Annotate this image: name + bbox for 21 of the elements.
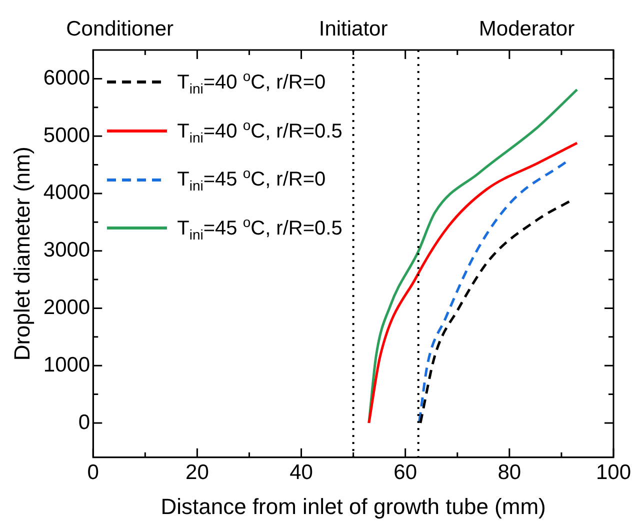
text: Moderator — [478, 17, 575, 40]
x-axis-title: Distance from inlet of growth tube (mm) — [160, 494, 546, 519]
x-tick-label: 20 — [186, 460, 209, 484]
x-tick-label: 40 — [290, 460, 313, 484]
x-tick-label: 100 — [596, 460, 632, 484]
y-tick-label: 6000 — [43, 66, 90, 90]
y-tick-label: 1000 — [43, 353, 90, 376]
text: Initiator — [318, 17, 388, 40]
y-tick-label: 2000 — [43, 296, 90, 320]
y-tick-label: 4000 — [43, 181, 90, 204]
text: Conditioner — [66, 17, 174, 40]
y-tick-label: 0 — [78, 410, 90, 434]
legend-label: T$_{ini}$=40 $^{o}$C, r/R=0.5 — [177, 116, 342, 148]
legend-label: T$_{ini}$=45 $^{o}$C, r/R=0 — [177, 164, 326, 196]
x-tick-label: 60 — [394, 460, 418, 484]
x-tick-label: 80 — [498, 460, 522, 484]
legend-label: T$_{ini}$=45 $^{o}$C, r/R=0.5 — [177, 212, 342, 245]
y-tick-label: 3000 — [43, 238, 90, 262]
y-axis-title: Droplet diameter (nm) — [9, 146, 34, 361]
y-tick-label: 5000 — [43, 124, 90, 147]
legend-label: T$_{ini}$=40 $^{o}$C, r/R=0 — [177, 67, 326, 99]
